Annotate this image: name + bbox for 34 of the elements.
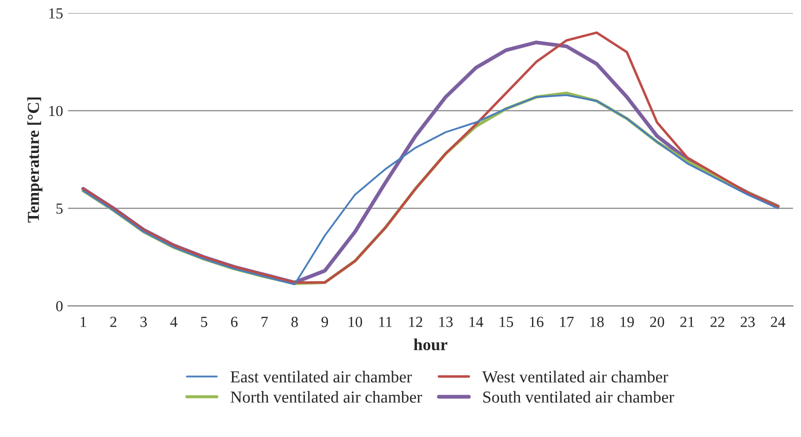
y-tick-label: 0 (56, 301, 63, 312)
x-tick-label: 14 (470, 316, 484, 327)
x-tick-label: 15 (500, 316, 514, 328)
x-tick-label: 22 (710, 316, 724, 327)
x-tick-label: 24 (770, 316, 786, 327)
x-tick-label: 17 (560, 316, 574, 327)
x-tick-label: 19 (620, 316, 634, 328)
x-tick-label: 13 (439, 316, 453, 328)
x-tick-label: 2 (110, 316, 116, 327)
x-tick-label: 18 (590, 316, 604, 328)
x-axis-title: hour (414, 338, 448, 350)
x-tick-label: 7 (262, 316, 268, 327)
x-tick-label: 11 (379, 316, 392, 327)
x-tick-label: 23 (740, 316, 755, 328)
y-tick-label: 5 (56, 204, 63, 214)
legend-label: North ventilated air chamber (230, 390, 422, 403)
x-tick-label: 4 (170, 316, 178, 327)
x-tick-label: 10 (348, 316, 362, 328)
legend-label: West ventilated air chamber (482, 370, 668, 383)
y-tick-label: 15 (49, 8, 63, 19)
x-tick-label: 5 (201, 316, 208, 328)
x-tick-label: 6 (231, 316, 238, 328)
y-axis-title: Temperature [°C] (27, 97, 42, 223)
legend-label: South ventilated air chamber (483, 390, 674, 403)
y-tick-label: 10 (49, 106, 63, 116)
legend-label: East ventilated air chamber (230, 370, 412, 383)
x-tick-label: 3 (140, 316, 147, 328)
x-tick-label: 12 (409, 316, 422, 327)
x-tick-label: 16 (530, 316, 544, 328)
x-tick-label: 21 (680, 316, 694, 327)
x-tick-label: 8 (291, 316, 298, 328)
x-tick-label: 9 (321, 316, 328, 328)
x-tick-label: 20 (650, 316, 664, 328)
x-tick-label: 1 (80, 316, 86, 327)
